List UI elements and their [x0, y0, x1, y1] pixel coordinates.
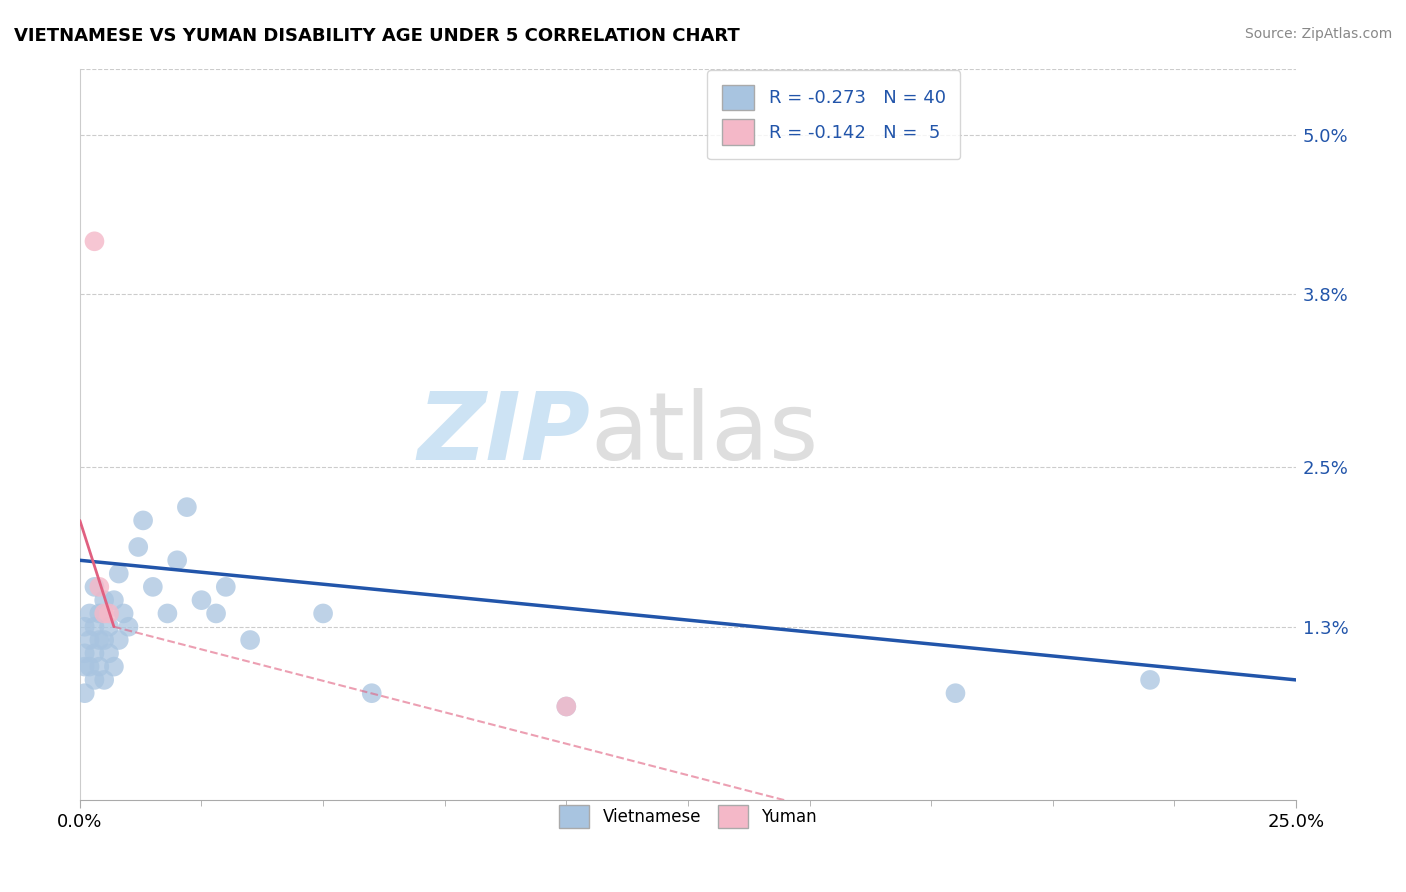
- Point: [93, 673, 115, 687]
- Point: [79, 607, 101, 621]
- Point: [89, 659, 111, 673]
- Text: Source: ZipAtlas.com: Source: ZipAtlas.com: [1244, 27, 1392, 41]
- Point: [83, 580, 105, 594]
- Point: [156, 607, 179, 621]
- Point: [73, 646, 96, 660]
- Point: [132, 513, 155, 527]
- Point: [176, 500, 198, 515]
- Point: [79, 633, 101, 648]
- Point: [555, 699, 578, 714]
- Point: [79, 659, 101, 673]
- Point: [93, 633, 115, 648]
- Point: [98, 620, 121, 634]
- Text: VIETNAMESE VS YUMAN DISABILITY AGE UNDER 5 CORRELATION CHART: VIETNAMESE VS YUMAN DISABILITY AGE UNDER…: [14, 27, 740, 45]
- Point: [93, 607, 115, 621]
- Point: [73, 620, 96, 634]
- Point: [103, 659, 125, 673]
- Point: [1139, 673, 1161, 687]
- Point: [360, 686, 382, 700]
- Point: [73, 659, 96, 673]
- Point: [89, 633, 111, 648]
- Point: [166, 553, 188, 567]
- Point: [83, 673, 105, 687]
- Point: [93, 593, 115, 607]
- Point: [555, 699, 578, 714]
- Point: [239, 633, 262, 648]
- Point: [127, 540, 149, 554]
- Point: [312, 607, 335, 621]
- Point: [215, 580, 238, 594]
- Point: [103, 593, 125, 607]
- Point: [98, 607, 121, 621]
- Point: [205, 607, 228, 621]
- Point: [73, 686, 96, 700]
- Point: [190, 593, 212, 607]
- Point: [83, 646, 105, 660]
- Point: [142, 580, 165, 594]
- Point: [107, 566, 129, 581]
- Legend: Vietnamese, Yuman: Vietnamese, Yuman: [553, 798, 824, 835]
- Point: [107, 633, 129, 648]
- Point: [89, 607, 111, 621]
- Point: [83, 235, 105, 249]
- Point: [98, 646, 121, 660]
- Text: ZIP: ZIP: [418, 388, 591, 480]
- Point: [83, 620, 105, 634]
- Point: [89, 580, 111, 594]
- Point: [945, 686, 967, 700]
- Text: atlas: atlas: [591, 388, 818, 480]
- Point: [112, 607, 135, 621]
- Point: [117, 620, 139, 634]
